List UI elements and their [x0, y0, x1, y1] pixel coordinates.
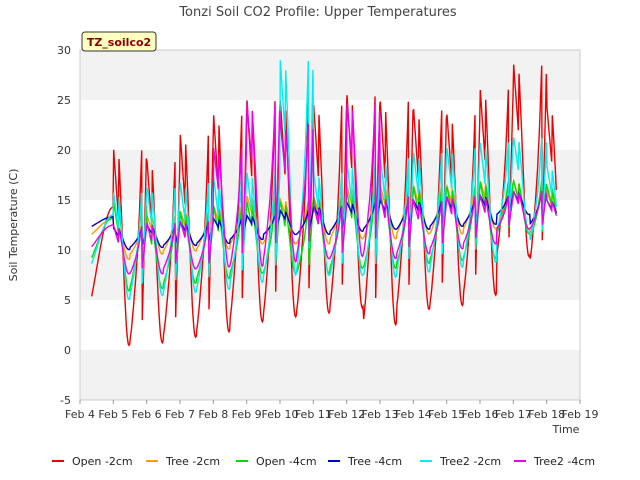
- x-tick-label: Feb 19: [562, 408, 599, 421]
- y-tick-label: 10: [57, 244, 71, 257]
- x-tick-label: Feb 11: [295, 408, 332, 421]
- x-tick-label: Feb 6: [132, 408, 162, 421]
- x-tick-label: Feb 9: [232, 408, 262, 421]
- x-tick-label: Feb 7: [165, 408, 195, 421]
- x-tick-label: Feb 8: [198, 408, 228, 421]
- series-lines: [91, 60, 557, 347]
- legend-label: Open -2cm: [72, 455, 133, 468]
- y-tick-label: 25: [57, 94, 71, 107]
- y-tick-label: 20: [57, 144, 71, 157]
- legend: Open -2cm Tree -2cm Open -4cm Tree -4cm Tree…: [52, 455, 595, 468]
- x-tick-label: Feb 12: [328, 408, 365, 421]
- x-tick-label: Feb 18: [528, 408, 565, 421]
- annotation-label: TZ_soilco2: [87, 36, 151, 49]
- legend-label: Tree -4cm: [347, 455, 402, 468]
- x-tick-label: Feb 16: [462, 408, 499, 421]
- y-tick-label: -5: [60, 394, 71, 407]
- chart-title: Tonzi Soil CO2 Profile: Upper Temperatur…: [178, 5, 457, 20]
- legend-label: Tree2 -2cm: [439, 455, 501, 468]
- legend-label: Open -4cm: [256, 455, 317, 468]
- legend-label: Tree -2cm: [165, 455, 220, 468]
- legend-label: Tree2 -4cm: [533, 455, 595, 468]
- annotation-box: TZ_soilco2: [81, 31, 157, 52]
- y-tick-label: 5: [64, 294, 71, 307]
- x-tick-label: Feb 15: [428, 408, 465, 421]
- y-tick-label: 15: [57, 194, 71, 207]
- grid-band: [80, 150, 580, 200]
- x-tick-label: Feb 4: [65, 408, 95, 421]
- x-tick-label: Feb 5: [98, 408, 128, 421]
- x-tick-label: Feb 17: [495, 408, 532, 421]
- y-axis-label: Soil Temperature (C): [7, 169, 20, 282]
- x-tick-label: Feb 14: [395, 408, 432, 421]
- x-tick-label: Feb 13: [362, 408, 399, 421]
- x-tick-label: Feb 10: [262, 408, 299, 421]
- y-tick-label: 0: [64, 344, 71, 357]
- series-line-5: [91, 103, 557, 275]
- plot-frame: [79, 49, 581, 401]
- x-axis-ticks: Feb 4 Feb 5 Feb 6 Feb 7 Feb 8 Feb 9 Feb 10Feb …: [65, 400, 598, 421]
- grid-band: [80, 350, 580, 400]
- y-tick-label: 30: [57, 44, 71, 57]
- y-axis-ticks: -5 0 5 10 15 20 25 30: [57, 44, 71, 407]
- grid-band: [80, 50, 580, 100]
- x-axis-label: Time: [552, 423, 580, 436]
